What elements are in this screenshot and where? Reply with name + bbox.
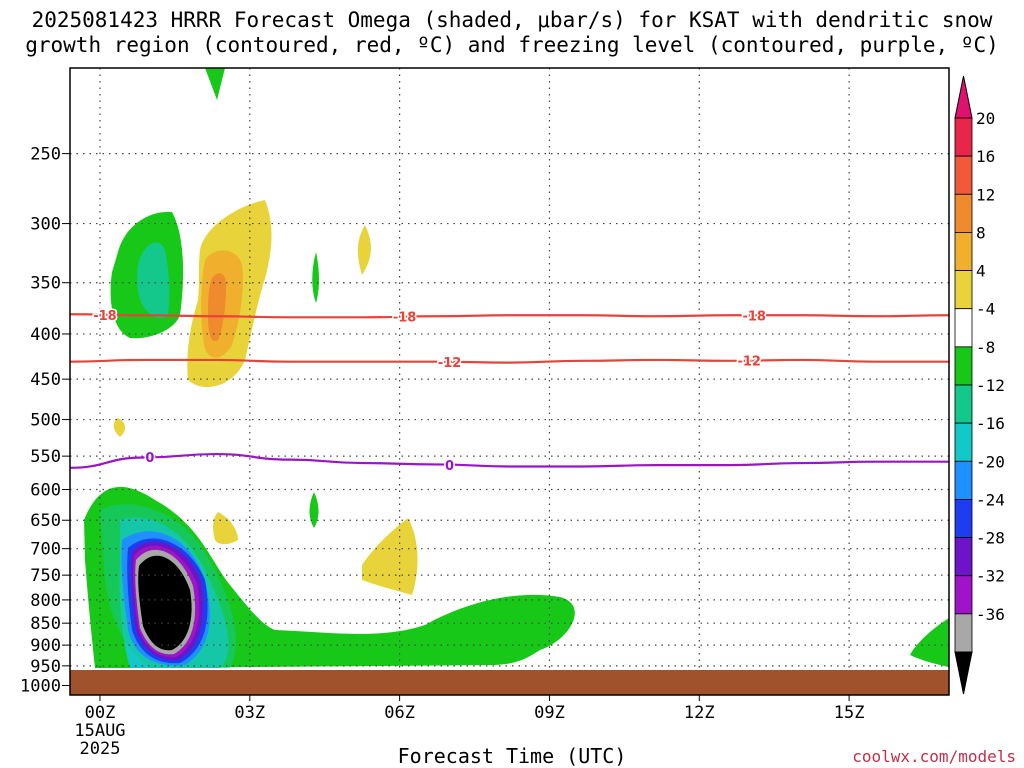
title-line-2: growth region (contoured, red, ºC) and f…: [25, 33, 999, 57]
pressure-axis: 2503003504004505005506006507007508008509…: [20, 145, 70, 697]
colorbar-swatch: [954, 193, 973, 233]
ytick-label-500: 500: [30, 411, 61, 431]
terrain-ground: [70, 670, 949, 695]
ytick-label-650: 650: [30, 511, 61, 531]
colorbar-label: -32: [976, 567, 1005, 586]
colorbar-swatch: [954, 422, 973, 462]
red-contour-label: -18: [742, 309, 766, 324]
colorbar-swatch: [954, 155, 973, 195]
omega-blob-0750: [362, 518, 418, 595]
ytick-label-850: 850: [30, 614, 61, 634]
colorbar-swatch: [954, 346, 973, 386]
ytick-label-1000: 1000: [20, 677, 61, 697]
x-axis-label: Forecast Time (UTC): [397, 744, 627, 768]
omega-blob-0515: [113, 418, 126, 437]
title-line-1: 2025081423 HRRR Forecast Omega (shaded, …: [31, 8, 993, 32]
colorbar-label: 16: [976, 147, 995, 166]
ytick-label-750: 750: [30, 566, 61, 586]
colorbar-swatch: [954, 384, 973, 424]
ytick-label-550: 550: [30, 447, 61, 467]
red-contour--18: [70, 313, 949, 319]
xtick-label-12Z: 12Z: [684, 703, 715, 723]
colorbar-label: -36: [976, 605, 1005, 624]
colorbar-label: -16: [976, 414, 1005, 433]
red-contour-label: -12: [737, 355, 761, 370]
ytick-label-700: 700: [30, 540, 61, 560]
xtick-sublabel: 2025: [79, 739, 120, 759]
omega-region-upper-ascent-core: [137, 242, 170, 318]
xtick-label-09Z: 09Z: [534, 703, 565, 723]
grid-lines: [70, 68, 949, 695]
colorbar-label: -24: [976, 490, 1005, 509]
colorbar-swatch: [954, 613, 973, 653]
purple-contour-label: 0: [445, 459, 454, 474]
omega-blob-0400: [312, 252, 319, 303]
ytick-label-950: 950: [30, 657, 61, 677]
red-contour-label: -12: [438, 356, 462, 371]
credit-link[interactable]: coolwx.com/models: [852, 747, 1016, 766]
omega-region-upper-descent-max: [208, 273, 226, 342]
ytick-label-350: 350: [30, 274, 61, 294]
ytick-label-900: 900: [30, 636, 61, 656]
omega-blob-0350: [357, 225, 371, 275]
colorbar-swatch: [954, 575, 973, 615]
red-contour-label: -18: [393, 311, 417, 326]
colorbar-swatch: [954, 460, 973, 500]
colorbar-label: 4: [976, 262, 986, 281]
colorbar: 20 16 12 8 4 -4 -8 -12 -16 -20 -24 -28 -32 -36: [954, 75, 1005, 695]
ytick-label-600: 600: [30, 481, 61, 501]
ytick-label-450: 450: [30, 370, 61, 390]
chart-title: 2025081423 HRRR Forecast Omega (shaded, …: [0, 8, 1024, 58]
colorbar-label: -8: [976, 338, 995, 357]
colorbar-label: -4: [976, 300, 995, 319]
colorbar-swatch: [954, 499, 973, 538]
colorbar-bottom-arrow: [954, 651, 973, 695]
xtick-label-15Z: 15Z: [834, 703, 865, 723]
ytick-label-300: 300: [30, 215, 61, 235]
red-contour--12: [70, 358, 949, 364]
xtick-label-06Z: 06Z: [384, 703, 415, 723]
contour-lines: -18 -18 -18 -12 -12 0 0: [70, 307, 949, 475]
ytick-label-250: 250: [30, 145, 61, 165]
colorbar-label: 8: [976, 223, 986, 242]
colorbar-label: -12: [976, 376, 1005, 395]
plot-frame: [69, 67, 950, 696]
colorbar-top-arrow: [954, 75, 973, 119]
xtick-sublabel: 15AUG: [74, 721, 125, 741]
colorbar-label: -20: [976, 452, 1005, 471]
xtick-label-00Z: 00Z: [85, 703, 116, 723]
colorbar-label: 12: [976, 185, 995, 204]
omega-blob-0660: [309, 492, 319, 528]
purple-contour-0: [70, 452, 949, 469]
omega-shading: [84, 68, 949, 668]
colorbar-swatch: [954, 537, 973, 577]
colorbar-swatch: [954, 308, 973, 348]
ytick-label-800: 800: [30, 591, 61, 611]
omega-blob-0715: [213, 512, 238, 545]
xtick-label-03Z: 03Z: [234, 703, 265, 723]
omega-region-right-ascent: [910, 618, 949, 667]
colorbar-swatch: [954, 117, 973, 157]
omega-blob-top: [205, 68, 225, 100]
colorbar-label: -28: [976, 529, 1005, 548]
ytick-label-400: 400: [30, 325, 61, 345]
colorbar-swatch: [954, 232, 973, 271]
purple-contour-label: 0: [145, 451, 154, 466]
colorbar-label: 20: [976, 109, 995, 128]
red-contour-label: -18: [93, 309, 117, 324]
omega-core-max: [138, 555, 192, 651]
colorbar-swatch: [954, 270, 973, 310]
